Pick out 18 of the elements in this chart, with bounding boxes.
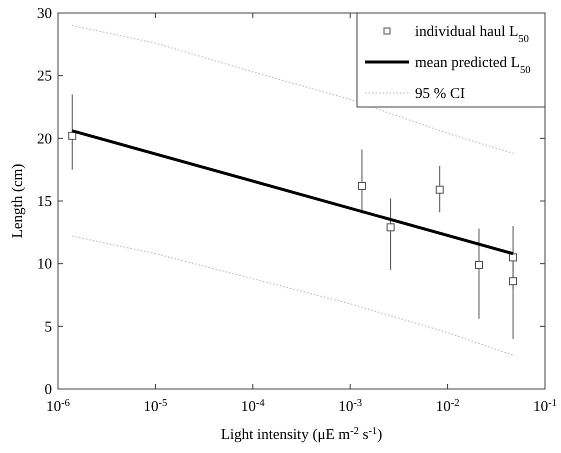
- y-tick-label: 10: [37, 256, 52, 273]
- y-tick-label: 5: [44, 319, 52, 336]
- x-tick-label: 10$^{-3}$: [338, 398, 362, 415]
- y-tick-label: 15: [37, 194, 52, 210]
- legend-label: 95 % CI: [415, 86, 465, 102]
- x-tick-label: 10$^{-6}$: [46, 398, 70, 415]
- y-tick-label: 30: [37, 6, 52, 22]
- y-axis-title: Length (cm): [10, 164, 26, 238]
- y-tick-label: 0: [44, 382, 52, 398]
- x-tick-label: 10$^{-2}$: [436, 398, 460, 415]
- x-tick-label: 10$^{-5}$: [144, 398, 168, 415]
- x-tick-label: 10$^{-1}$: [533, 398, 557, 415]
- x-axis-title: Light intensity (μE m$^{-2}$ s$^{-1}$): [220, 426, 382, 443]
- legend-label: mean predicted L$_{50}$: [415, 55, 530, 76]
- legend-label: individual haul L$_{50}$: [415, 24, 529, 44]
- x-tick-label: 10$^{-4}$: [240, 398, 266, 415]
- y-tick-label: 20: [37, 131, 52, 148]
- y-tick-label: 25: [37, 68, 52, 85]
